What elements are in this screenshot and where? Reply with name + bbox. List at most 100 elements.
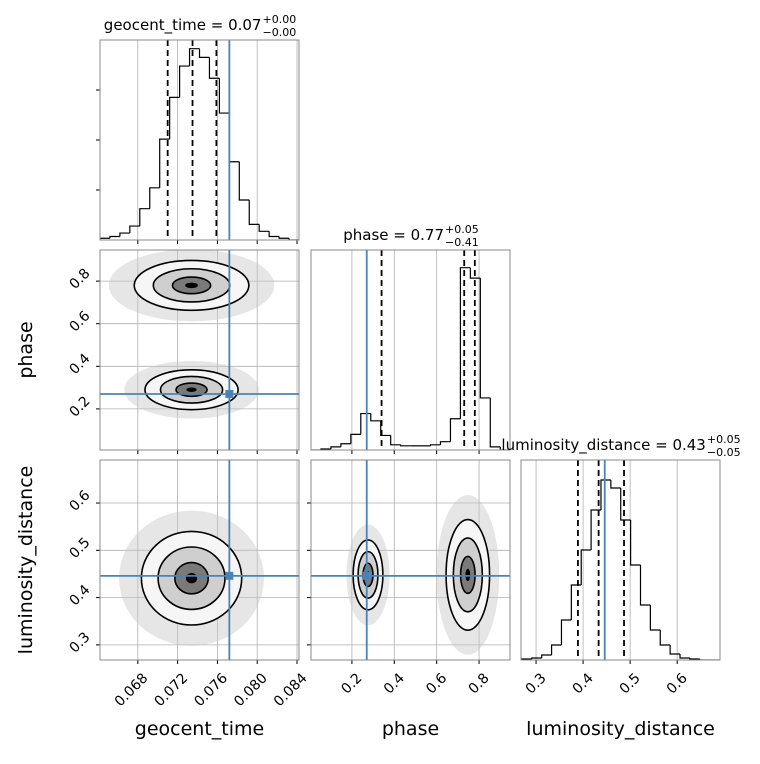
histogram-bin: [238, 161, 250, 201]
panel: [310, 249, 511, 454]
panel: [96, 39, 300, 244]
y-tick-label: 0.2: [66, 393, 93, 420]
histogram-bin: [541, 654, 552, 658]
x-tick-label: 0.072: [152, 670, 192, 710]
x-tick-label: 0.068: [112, 670, 152, 710]
x-tick-label: 0.5: [617, 670, 644, 697]
histogram-bin: [278, 236, 290, 239]
histogram-bin: [129, 225, 140, 234]
histogram-bin: [531, 657, 542, 659]
title-minus: −0.00: [262, 26, 296, 39]
histogram-bin: [570, 584, 582, 620]
histogram-bin: [179, 65, 190, 98]
histogram-bin: [649, 605, 661, 631]
histogram-bin: [258, 224, 270, 232]
x-axis-label: phase: [382, 718, 439, 740]
histogram-bin: [439, 441, 451, 445]
histogram-bin: [679, 654, 690, 659]
y-axis-label: phase: [15, 321, 37, 378]
panel-frame: [99, 39, 300, 241]
panel-frame: [99, 249, 300, 451]
histogram-bin: [630, 520, 641, 566]
x-tick-label: 0.8: [466, 670, 493, 697]
histogram-bin: [550, 644, 562, 655]
panel-frame: [99, 459, 300, 661]
panel: [307, 459, 511, 664]
histogram-bin: [188, 48, 200, 67]
panel-frame: [520, 459, 721, 661]
histogram-bin: [208, 57, 220, 79]
title-plus: +0.05: [707, 433, 741, 446]
title-minus: −0.05: [707, 446, 741, 459]
density-contour: [185, 573, 198, 584]
title-minus: −0.41: [445, 236, 479, 249]
histogram-bin: [228, 113, 240, 163]
y-tick-label: 0.4: [66, 582, 93, 609]
density-contour: [185, 282, 198, 289]
histogram-bin: [639, 565, 651, 606]
truth-marker: [225, 389, 234, 398]
histogram-bin: [689, 658, 700, 660]
histogram-bin: [479, 278, 491, 399]
histogram-bin: [288, 238, 299, 240]
histogram-bin: [119, 232, 130, 237]
truth-marker: [362, 571, 371, 580]
panel: [96, 249, 300, 454]
histogram-bin: [100, 237, 110, 240]
histogram-bin: [390, 435, 401, 446]
title-plus: +0.00: [262, 13, 296, 26]
histogram-bin: [360, 412, 371, 435]
y-tick-label: 0.4: [66, 351, 93, 378]
histogram-bin: [109, 235, 120, 239]
y-tick-label: 0.8: [66, 266, 93, 293]
histogram-bin: [330, 446, 341, 449]
panel-title: luminosity_distance = 0.43: [501, 436, 705, 455]
histogram-bin: [610, 480, 621, 489]
y-tick-label: 0.5: [66, 535, 93, 562]
histogram-bin: [560, 619, 572, 645]
histogram-bin: [580, 549, 592, 585]
histogram-bin: [159, 138, 170, 188]
histogram-bin: [370, 413, 381, 422]
x-tick-label: 0.3: [523, 670, 550, 697]
y-axis-label: luminosity_distance: [15, 466, 37, 655]
panel-content: [311, 250, 510, 450]
histogram-bin: [400, 444, 411, 447]
panel-title: phase = 0.77: [343, 226, 444, 244]
histogram-bin: [350, 433, 361, 444]
x-tick-label: 0.080: [231, 670, 271, 710]
histogram-bin: [429, 444, 441, 446]
histogram-bin: [499, 446, 510, 450]
panel: [96, 459, 300, 664]
histogram-bin: [459, 267, 471, 419]
histogram-bin: [669, 645, 681, 655]
histogram-bin: [699, 659, 710, 660]
density-contour: [186, 387, 197, 392]
histogram-bin: [659, 630, 671, 646]
histogram-bin: [449, 418, 461, 442]
panel-frame: [310, 249, 511, 451]
x-tick-label: 0.4: [381, 670, 408, 697]
histogram-bin: [268, 231, 280, 238]
panel-content: [100, 40, 299, 240]
histogram-bin: [218, 78, 230, 114]
y-tick-label: 0.6: [66, 308, 93, 335]
histogram-bin: [169, 96, 180, 140]
panel-content: [100, 250, 299, 450]
panel-content: [521, 460, 720, 660]
x-tick-label: 0.6: [423, 670, 450, 697]
panel: [520, 459, 721, 664]
histogram-bin: [139, 208, 150, 227]
x-tick-label: 0.4: [570, 670, 597, 697]
truth-marker: [225, 571, 234, 580]
panel-content: [311, 460, 510, 660]
density-contour: [465, 568, 471, 582]
panel-title: geocent_time = 0.07: [104, 16, 262, 35]
histogram-bin: [469, 267, 481, 279]
x-axis-label: luminosity_distance: [526, 718, 715, 740]
histogram-bin: [149, 187, 160, 209]
y-tick-label: 0.3: [66, 629, 93, 656]
x-tick-label: 0.076: [191, 670, 231, 710]
panel-content: [100, 460, 299, 660]
